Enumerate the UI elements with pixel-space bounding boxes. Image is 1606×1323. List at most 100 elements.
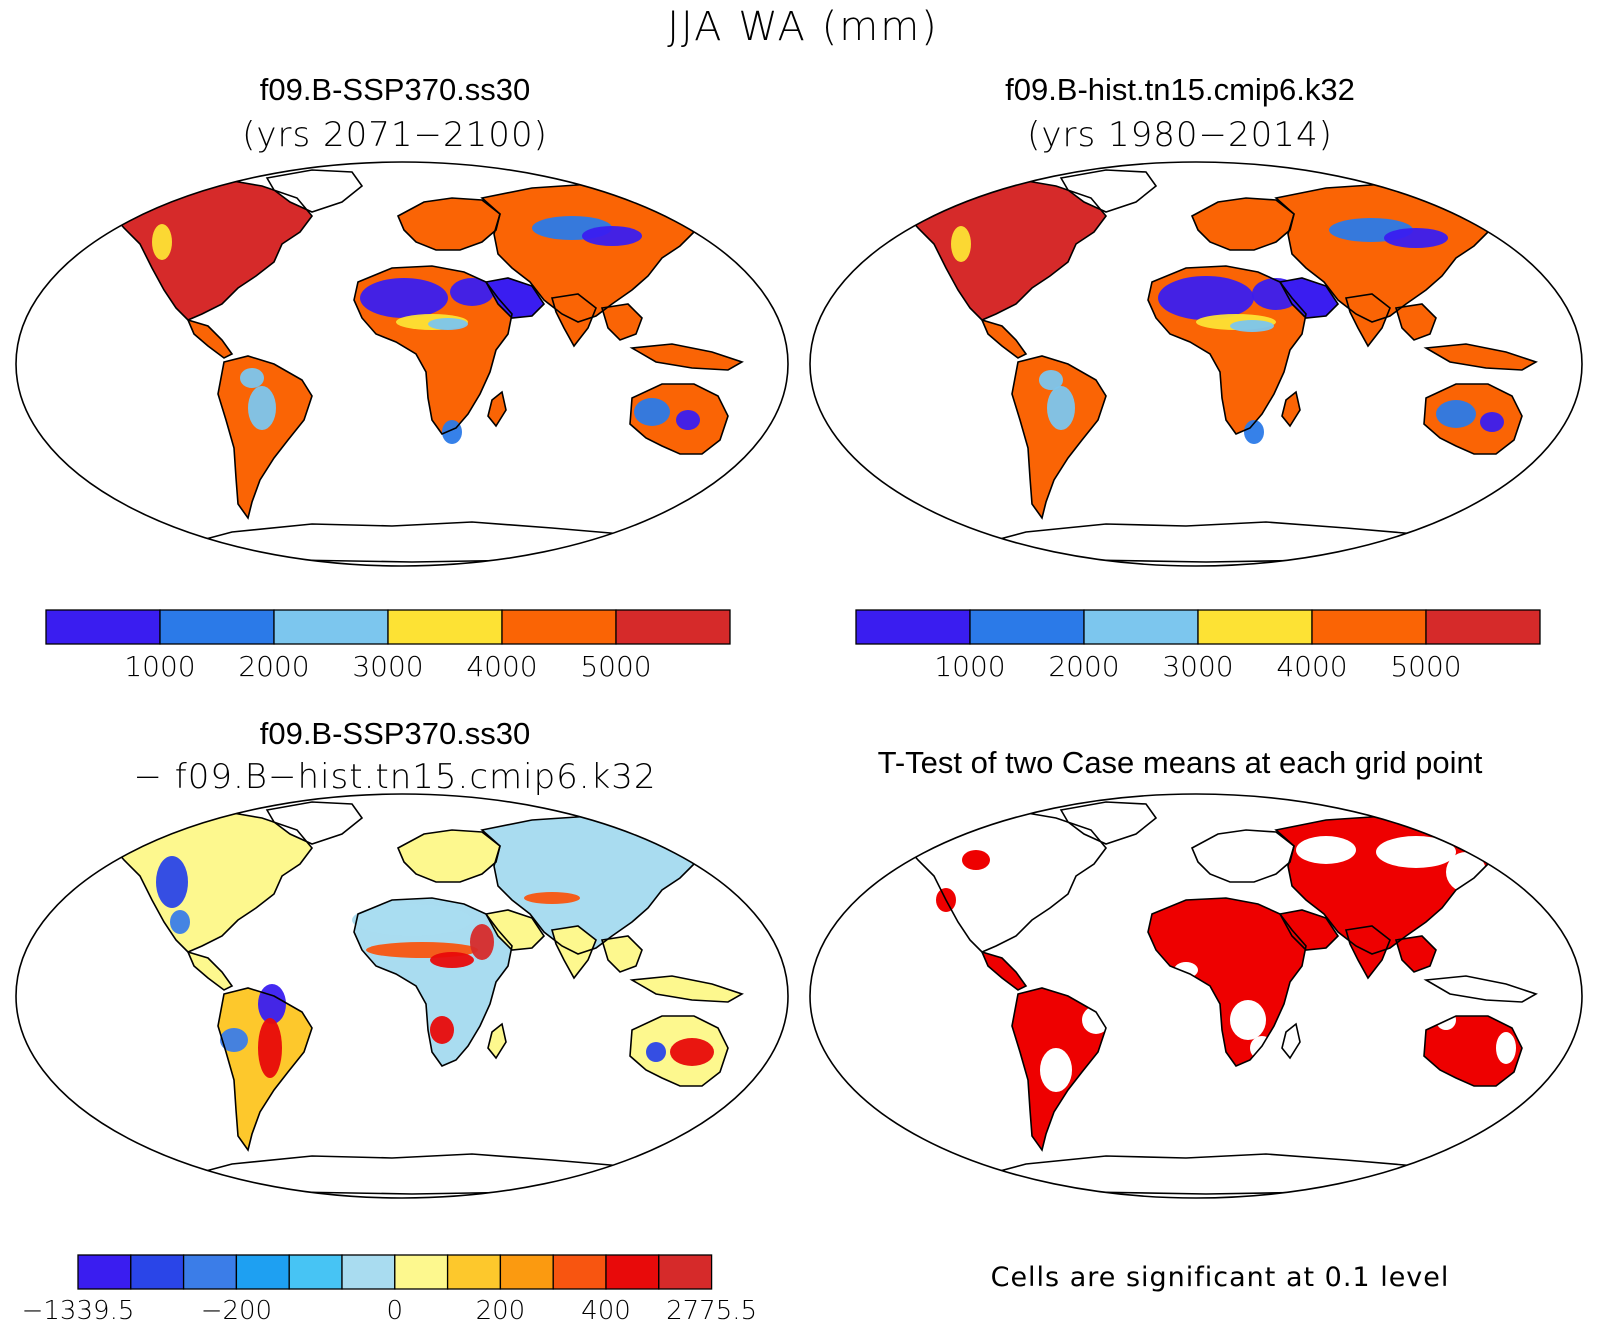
non-significant-patch (1496, 1032, 1516, 1064)
coastline-arabia (484, 277, 546, 319)
colorbar-tick-label: 5000 (580, 650, 651, 683)
colorbar-tick-label: 4000 (1276, 650, 1347, 683)
coastline-seasia (600, 303, 643, 341)
non-significant-patch (1082, 1006, 1110, 1034)
field-patch (646, 1042, 666, 1062)
map-border (15, 793, 789, 1199)
coastline-samerica (217, 987, 313, 1152)
colorbar-cell (1197, 609, 1313, 645)
field-patch (360, 278, 448, 318)
colorbar-cell (605, 1254, 660, 1290)
land-asia (482, 184, 712, 322)
panel-3-subtitle: − f09.B−hist.tn15.cmip6.k32 (133, 757, 657, 797)
non-significant-patch (1446, 852, 1486, 892)
field-patch (352, 904, 472, 936)
coastline-arabia (484, 909, 546, 951)
non-significant-patch (1376, 836, 1456, 868)
colorbar-cell (182, 1254, 238, 1290)
non-significant-patch (1200, 832, 1272, 868)
colorbar-tick-label: −1339.5 (22, 1296, 135, 1321)
coastline-australia (629, 1015, 729, 1087)
land-indonesia (1426, 344, 1536, 370)
coastline-europe (396, 197, 501, 251)
coastline-madagascar (487, 1022, 507, 1060)
coastline-africa (1147, 265, 1307, 435)
non-significant-patch (896, 850, 936, 910)
non-significant-patch (926, 838, 986, 882)
map-panel-2 (809, 161, 1583, 567)
coastline-india (1344, 925, 1391, 980)
non-significant-patch (1174, 962, 1198, 978)
coastline-africa (1147, 897, 1307, 1067)
panel-2-title: f09.B-hist.tn15.cmip6.k32 (1005, 72, 1355, 107)
colorbar-panel-3: −1339.5 −200 0 200 400 2775.5 (22, 1254, 757, 1321)
panel-1-title: f09.B-SSP370.ss30 (259, 72, 531, 107)
coastline-indonesia (629, 975, 744, 1003)
field-patch (170, 910, 190, 934)
coastline-greenland (1059, 169, 1158, 213)
coastline-seasia (600, 935, 643, 973)
map-border (809, 161, 1583, 567)
colorbar-cell (446, 1254, 502, 1290)
coastline-greenland (1059, 801, 1158, 845)
field-patch (951, 226, 971, 262)
coastline-camerica (980, 318, 1028, 359)
land-camerica (188, 952, 232, 990)
significant-patch (1352, 882, 1380, 898)
panel-2-subtitle: (yrs 1980−2014) (1027, 115, 1333, 155)
land-asia (482, 816, 712, 954)
figure-title: JJA WA (mm) (667, 4, 939, 50)
map-panel-3 (15, 793, 789, 1199)
coastline-samerica (1011, 987, 1107, 1152)
colorbar-cell (658, 1254, 713, 1290)
land-samerica (1012, 356, 1106, 518)
coastline-india (550, 293, 597, 348)
map-panel-1 (15, 161, 789, 567)
colorbar-cell (855, 609, 971, 645)
coastline-samerica (217, 355, 313, 520)
land-europe (398, 830, 500, 882)
colorbar-tick-label: 4000 (466, 650, 537, 683)
colorbar-cell (288, 1254, 343, 1290)
field-patch (1252, 278, 1300, 310)
land-africa (1148, 898, 1306, 1066)
map-panel-4 (809, 793, 1583, 1199)
coastline-europe (396, 829, 501, 883)
coastline-camerica (186, 950, 234, 991)
colorbar-cell (501, 609, 617, 645)
non-significant-patch (1040, 1048, 1072, 1092)
colorbar-cell (499, 1254, 554, 1290)
colorbar-tick-label: 2775.5 (666, 1296, 757, 1321)
coastline-australia (629, 383, 729, 455)
field-patch (676, 410, 700, 430)
land-europe (398, 198, 500, 250)
colorbar-tick-label: −200 (201, 1296, 272, 1321)
colorbar-cell (969, 609, 1085, 645)
colorbar-cell (45, 609, 161, 645)
colorbar-panel-2: 1000 2000 3000 4000 5000 (855, 609, 1541, 683)
coastline-namerica (105, 179, 314, 321)
colorbar-cell (273, 609, 389, 645)
colorbar-tick-label: 1000 (934, 650, 1005, 683)
coastline-greenland (265, 801, 364, 845)
land-samerica (218, 356, 312, 518)
significance-note: Cells are significant at 0.1 level (990, 1262, 1450, 1293)
colorbar-cell (235, 1254, 290, 1290)
colorbar-cell (615, 609, 731, 645)
field-patch (1436, 400, 1476, 428)
panel-1-subtitle: (yrs 2071−2100) (242, 115, 548, 155)
colorbar-tick-label: 3000 (352, 650, 423, 683)
coastline-madagascar (1281, 1022, 1301, 1060)
coastline-namerica (899, 811, 1108, 953)
field-patch (430, 1016, 454, 1044)
coastline-europe (1190, 197, 1295, 251)
colorbar-tick-label: 1000 (124, 650, 195, 683)
land-arabia (1280, 910, 1338, 950)
coastline-madagascar (1281, 390, 1301, 428)
coastline-australia (1423, 383, 1523, 455)
field-patch (1039, 370, 1063, 390)
coastline-arabia (1278, 909, 1340, 951)
land-arabia (486, 278, 544, 318)
colorbar-tick-label: 2000 (1048, 650, 1119, 683)
significant-patch (962, 850, 990, 870)
